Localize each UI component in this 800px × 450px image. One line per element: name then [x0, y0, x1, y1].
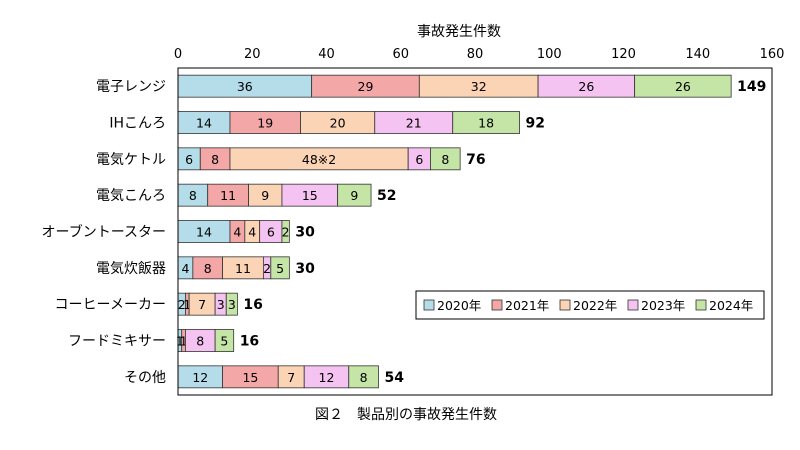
category-label: 電気こんろ: [96, 188, 166, 204]
segment-label: 36: [237, 79, 253, 94]
bar-segment: [281, 220, 290, 243]
segment-label: 29: [358, 79, 374, 94]
segment-label: 2: [282, 225, 290, 240]
total-label: 16: [243, 297, 262, 313]
total-label: 30: [295, 261, 315, 277]
legend-swatch: [423, 299, 435, 311]
segment-label: 8: [441, 152, 449, 167]
segment-label: 14: [196, 116, 212, 131]
segment-label: 6: [267, 225, 275, 240]
segment-label: 18: [478, 116, 494, 131]
bar-segment: [270, 256, 290, 280]
segment-label: 2: [263, 261, 271, 276]
legend-item: 2021年: [505, 298, 549, 313]
x-tick-label: 100: [537, 47, 562, 62]
category-label: IHこんろ: [109, 116, 166, 132]
legend: 2020年 2021年 2022年 2023年 2024年: [415, 290, 765, 320]
segment-label: 26: [675, 79, 691, 94]
x-tick-label: 120: [611, 47, 636, 62]
segment-label: 12: [319, 370, 335, 385]
x-tick-label: 60: [392, 47, 409, 62]
segment-label: 7: [287, 370, 295, 385]
segment-label: 14: [196, 225, 212, 240]
legend-swatch: [491, 299, 503, 311]
x-tick-label: 160: [760, 47, 785, 62]
segment-label: 11: [235, 261, 251, 276]
bar-segment: [225, 292, 238, 316]
category-label: 電子レンジ: [96, 79, 166, 95]
plot-frame: [177, 67, 773, 396]
segment-label: 32: [471, 79, 487, 94]
total-label: 149: [737, 79, 766, 95]
segment-label: 3: [217, 297, 225, 312]
segment-label: 6: [415, 152, 423, 167]
total-label: 30: [295, 225, 315, 241]
segment-label: 8: [211, 152, 219, 167]
segment-label: 8: [189, 188, 197, 203]
bar-segment: [214, 329, 235, 352]
x-tick-label: 140: [685, 47, 710, 62]
total-label: 76: [466, 152, 485, 168]
segment-label: 4: [248, 225, 256, 240]
x-axis-title: 事故発生件数: [417, 24, 501, 40]
segment-label: 8: [360, 370, 368, 385]
bar-segment: [452, 111, 520, 134]
figure-caption: 図２ 製品別の事故発生件数: [315, 407, 497, 423]
total-label: 16: [240, 334, 259, 350]
segment-label: 1: [183, 297, 191, 312]
category-label: 電気ケトル: [96, 152, 166, 168]
category-label: コーヒーメーカー: [55, 297, 166, 313]
x-tick-label: 20: [244, 47, 261, 62]
category-label: オーブントースター: [42, 224, 166, 241]
legend-item: 2022年: [573, 298, 617, 313]
segment-label: 4: [181, 261, 189, 276]
bar-segment: [634, 74, 732, 98]
segment-label: 9: [261, 188, 269, 203]
legend-item: 2024年: [709, 298, 753, 313]
legend-swatch: [559, 299, 571, 311]
segment-label: 21: [406, 116, 422, 131]
segment-label: 12: [192, 370, 208, 385]
segment-label: 11: [220, 188, 236, 203]
category-label: 電気炊飯器: [96, 260, 166, 277]
x-tick-label: 0: [174, 47, 182, 62]
segment-label: 6: [185, 152, 193, 167]
segment-label: 9: [350, 188, 358, 203]
segment-label: 8: [196, 334, 204, 349]
segment-label: 26: [578, 79, 594, 94]
segment-label: 3: [228, 297, 236, 312]
segment-label: 48※2: [302, 152, 336, 167]
segment-label: 19: [257, 116, 273, 131]
legend-item: 2020年: [437, 298, 481, 313]
category-label: その他: [124, 370, 166, 386]
segment-label: 5: [276, 261, 284, 276]
bar-segment: [337, 183, 372, 207]
bar-segment: [430, 147, 461, 171]
bar-segment: [348, 365, 379, 389]
total-label: 52: [377, 188, 396, 204]
segment-label: 1: [176, 334, 184, 349]
legend-item: 2023年: [641, 298, 685, 313]
segment-label: 1: [180, 334, 188, 349]
x-axis-ticks: 0 20 40 60 80 100 120 140 160: [174, 47, 785, 62]
legend-swatch: [695, 299, 707, 311]
x-tick-label: 40: [318, 47, 335, 62]
segment-label: 5: [220, 334, 228, 349]
segment-label: 4: [233, 225, 241, 240]
segment-label: 15: [242, 370, 258, 385]
segment-label: 8: [204, 261, 212, 276]
category-label: フードミキサー: [68, 334, 166, 350]
total-label: 54: [384, 370, 404, 386]
total-label: 92: [526, 116, 545, 132]
segment-label: 20: [330, 116, 346, 131]
segment-label: 15: [302, 188, 318, 203]
legend-swatch: [627, 299, 639, 311]
segment-label: 7: [198, 297, 206, 312]
segment-label: 2: [178, 297, 186, 312]
x-tick-label: 80: [467, 47, 484, 62]
